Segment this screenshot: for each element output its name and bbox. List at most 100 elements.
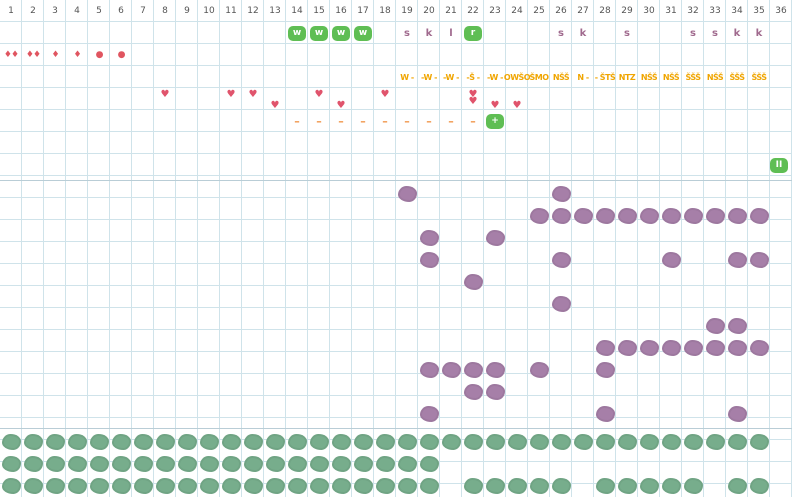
habit-cell[interactable] (132, 431, 154, 453)
mood-cell[interactable] (704, 337, 726, 359)
habit-cell[interactable] (726, 475, 748, 497)
mood-cell[interactable] (638, 205, 660, 227)
mood-cell[interactable] (440, 359, 462, 381)
mood-cell[interactable] (704, 315, 726, 337)
mood-cell[interactable] (528, 205, 550, 227)
mood-cell[interactable] (418, 227, 440, 249)
mood-cell[interactable] (462, 381, 484, 403)
heart-cell[interactable]: ♥ (154, 84, 176, 106)
habit-cell[interactable] (440, 431, 462, 453)
mood-cell[interactable] (682, 205, 704, 227)
habit-cell[interactable] (616, 475, 638, 497)
code-cell[interactable]: -W - (418, 66, 440, 88)
habit-cell[interactable] (176, 431, 198, 453)
habit-cell[interactable] (110, 453, 132, 475)
habit-cell[interactable] (550, 475, 572, 497)
habit-cell[interactable] (0, 431, 22, 453)
habit-cell[interactable] (330, 453, 352, 475)
habit-cell[interactable] (528, 475, 550, 497)
mood-cell[interactable] (726, 249, 748, 271)
flow-cell[interactable]: ♦♦ (0, 44, 22, 66)
note-cell[interactable]: s (550, 22, 572, 44)
dash-cell[interactable]: – (308, 110, 330, 132)
dash-cell[interactable]: – (330, 110, 352, 132)
habit-cell[interactable] (748, 475, 770, 497)
mood-cell[interactable] (726, 205, 748, 227)
habit-cell[interactable] (484, 431, 506, 453)
habit-cell[interactable] (242, 431, 264, 453)
mood-cell[interactable] (462, 359, 484, 381)
habit-cell[interactable] (198, 453, 220, 475)
code-cell[interactable]: ŠŠŠ (682, 66, 704, 88)
habit-cell[interactable] (88, 453, 110, 475)
habit-cell[interactable] (396, 431, 418, 453)
mood-cell[interactable] (462, 271, 484, 293)
code-cell[interactable]: NTZ (616, 66, 638, 88)
habit-cell[interactable] (176, 475, 198, 497)
workout-cell[interactable]: w (330, 22, 352, 44)
habit-cell[interactable] (308, 431, 330, 453)
habit-cell[interactable] (418, 475, 440, 497)
mood-cell[interactable] (550, 293, 572, 315)
flow-cell[interactable]: ♦ (66, 44, 88, 66)
note-cell[interactable]: s (704, 22, 726, 44)
pause-cell[interactable]: II (768, 154, 790, 176)
habit-cell[interactable] (22, 453, 44, 475)
mood-cell[interactable] (594, 337, 616, 359)
habit-cell[interactable] (748, 431, 770, 453)
mood-cell[interactable] (594, 403, 616, 425)
habit-cell[interactable] (0, 453, 22, 475)
code-cell[interactable]: ŠŠŠ (748, 66, 770, 88)
habit-cell[interactable] (418, 431, 440, 453)
mood-cell[interactable] (682, 337, 704, 359)
habit-cell[interactable] (704, 431, 726, 453)
add-entry-cell[interactable]: + (484, 110, 506, 132)
mood-cell[interactable] (616, 205, 638, 227)
mood-cell[interactable] (594, 205, 616, 227)
habit-cell[interactable] (462, 431, 484, 453)
habit-cell[interactable] (528, 431, 550, 453)
habit-cell[interactable] (66, 475, 88, 497)
mood-cell[interactable] (748, 249, 770, 271)
habit-cell[interactable] (286, 475, 308, 497)
mood-cell[interactable] (572, 205, 594, 227)
mood-cell[interactable] (748, 205, 770, 227)
habit-cell[interactable] (660, 431, 682, 453)
heart-cell[interactable]: ♥ (264, 95, 286, 117)
habit-cell[interactable] (396, 453, 418, 475)
mood-cell[interactable] (418, 359, 440, 381)
habit-cell[interactable] (484, 475, 506, 497)
code-cell[interactable]: ŠŠŠ (726, 66, 748, 88)
habit-cell[interactable] (66, 453, 88, 475)
heart-cell[interactable]: ♥ (484, 95, 506, 117)
habit-cell[interactable] (264, 431, 286, 453)
habit-cell[interactable] (682, 475, 704, 497)
habit-cell[interactable] (264, 453, 286, 475)
mood-cell[interactable] (726, 315, 748, 337)
habit-cell[interactable] (352, 475, 374, 497)
habit-cell[interactable] (44, 431, 66, 453)
dash-cell[interactable]: – (396, 110, 418, 132)
mood-cell[interactable] (528, 359, 550, 381)
mood-cell[interactable] (550, 205, 572, 227)
code-cell[interactable]: - ŠTŠ (594, 66, 616, 88)
dash-cell[interactable]: – (286, 110, 308, 132)
habit-cell[interactable] (132, 453, 154, 475)
habit-cell[interactable] (154, 431, 176, 453)
habit-cell[interactable] (242, 475, 264, 497)
mood-cell[interactable] (484, 381, 506, 403)
mood-cell[interactable] (484, 227, 506, 249)
mood-cell[interactable] (726, 337, 748, 359)
code-cell[interactable]: OWŠO (504, 66, 531, 88)
mood-cell[interactable] (660, 249, 682, 271)
dash-cell[interactable]: – (418, 110, 440, 132)
mood-cell[interactable] (418, 403, 440, 425)
habit-cell[interactable] (308, 475, 330, 497)
mood-cell[interactable] (660, 205, 682, 227)
mood-cell[interactable] (748, 337, 770, 359)
habit-cell[interactable] (660, 475, 682, 497)
habit-cell[interactable] (396, 475, 418, 497)
mood-cell[interactable] (660, 337, 682, 359)
habit-cell[interactable] (242, 453, 264, 475)
heart-cell[interactable]: ♥ (506, 95, 528, 117)
